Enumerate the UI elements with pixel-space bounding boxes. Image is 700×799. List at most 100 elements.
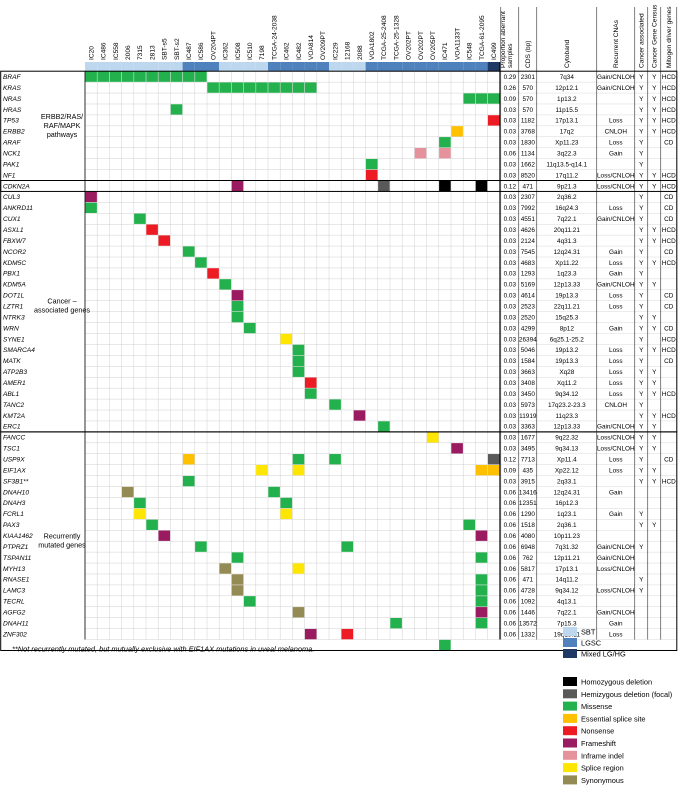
census-flag: Y bbox=[652, 380, 657, 387]
gene-name: MATK bbox=[3, 358, 21, 365]
subtype-cell bbox=[487, 62, 500, 71]
sample-label: IC20 bbox=[88, 46, 95, 60]
gene-row: PAX3 0.06 1518 2q36.1 Y Y bbox=[3, 522, 677, 531]
mutation-cell bbox=[97, 71, 110, 82]
mutation-cell bbox=[268, 82, 280, 93]
cytoband-value: 17p13.1 bbox=[555, 118, 579, 125]
gene-row: SYNE1 0.03 26394 6q25.1-25.2 Y HCD bbox=[3, 336, 677, 345]
cna-value: Loss/CNLOH bbox=[597, 446, 635, 453]
cytoband-value: 12q24.31 bbox=[553, 489, 580, 496]
mutation-cell bbox=[207, 82, 219, 93]
legend-label: Nonsense bbox=[581, 727, 614, 736]
gene-row: AGFG2 0.06 1446 7q22.1 Gain/CNLOH bbox=[2, 610, 677, 618]
legend-item: Synonymous bbox=[563, 775, 624, 785]
cancer-associated-flag: Y bbox=[639, 74, 644, 81]
cna-value: Loss bbox=[609, 347, 623, 354]
header-cytoband: Cytoband bbox=[564, 39, 571, 68]
cds-value: 3915 bbox=[521, 478, 536, 485]
census-flag: Y bbox=[652, 467, 657, 474]
cds-value: 2520 bbox=[521, 314, 536, 321]
proportion-value: 0.09 bbox=[504, 96, 517, 103]
mutation-cell bbox=[329, 399, 341, 410]
mutation-cell bbox=[134, 497, 146, 509]
header-cnas: Recurrent CNAs bbox=[613, 19, 620, 68]
cna-value: Gain/CNLOH bbox=[597, 555, 635, 562]
legend-label: Essential splice site bbox=[581, 714, 646, 723]
cancer-associated-flag: Y bbox=[639, 227, 644, 234]
group-label: ERBB2/RAS/RAF/MAPK pathways bbox=[41, 112, 83, 139]
census-flag: Y bbox=[652, 369, 657, 376]
gene-name: LZTR1 bbox=[3, 303, 23, 310]
header-cancer-associated: Cancer associated bbox=[638, 13, 645, 68]
gene-name: DOT1L bbox=[3, 293, 25, 300]
cna-value: Loss bbox=[609, 369, 623, 376]
cancer-associated-flag: Y bbox=[639, 85, 644, 92]
gene-row: FCRL1 0.06 1290 1q23.1 Gain Y bbox=[3, 511, 677, 520]
mutation-cell bbox=[231, 180, 244, 192]
gene-name: CUL3 bbox=[3, 194, 20, 201]
gene-row: TP53 0.03 1182 17p13.1 Loss Y Y HCD bbox=[3, 118, 677, 127]
mutation-cell bbox=[158, 530, 171, 541]
cna-value: Gain bbox=[609, 489, 623, 496]
mutation-cell bbox=[182, 454, 195, 465]
mutation-cell bbox=[231, 290, 244, 301]
proportion-value: 0.03 bbox=[504, 107, 517, 114]
cds-value: 3408 bbox=[521, 380, 536, 387]
cna-value: Gain bbox=[609, 325, 623, 332]
mutation-cell bbox=[121, 486, 134, 498]
sample-label: 7315 bbox=[137, 45, 144, 60]
mutation-cell bbox=[329, 454, 341, 465]
driver-flag: CD bbox=[664, 249, 674, 256]
proportion-value: 0.06 bbox=[504, 620, 517, 627]
subtype-cell bbox=[158, 62, 171, 71]
cancer-associated-flag: Y bbox=[639, 118, 644, 125]
mutation-cell bbox=[463, 93, 476, 104]
driver-flag: HCD bbox=[662, 107, 676, 114]
legend-item: Mixed LG/HG bbox=[563, 649, 626, 659]
mutation-cell bbox=[85, 202, 97, 213]
gene-name: KDM5A bbox=[3, 282, 26, 289]
proportion-value: 0.06 bbox=[504, 599, 517, 606]
mutation-cell bbox=[182, 246, 195, 257]
mutation-cell bbox=[182, 475, 195, 487]
mutation-cell bbox=[219, 563, 232, 574]
gene-name: SMARCA4 bbox=[3, 347, 35, 354]
mutation-cell bbox=[365, 158, 378, 170]
sample-label: IC558 bbox=[113, 42, 120, 60]
sample-label: 2813 bbox=[149, 45, 156, 60]
gene-row: TANC2 0.03 5973 17q23.2-23.3 CNLOH Y bbox=[3, 402, 677, 411]
legend-swatch bbox=[563, 738, 577, 748]
cds-value: 2523 bbox=[521, 303, 536, 310]
proportion-value: 0.03 bbox=[504, 227, 517, 234]
census-flag: Y bbox=[652, 183, 657, 190]
cytoband-value: 9q22.32 bbox=[555, 435, 579, 442]
group-label: Cancer – associated genes bbox=[34, 297, 90, 315]
cds-value: 6948 bbox=[521, 544, 536, 551]
proportion-value: 0.06 bbox=[504, 631, 517, 638]
cytoband-value: 12q24.31 bbox=[553, 249, 580, 256]
sample-label: OV204PT bbox=[210, 31, 217, 60]
proportion-value: 0.03 bbox=[504, 380, 517, 387]
cancer-associated-flag: Y bbox=[639, 282, 644, 289]
gene-name: TSC1 bbox=[3, 446, 20, 453]
mutation-cell bbox=[280, 508, 293, 520]
cds-value: 4551 bbox=[521, 216, 536, 223]
mutation-cell bbox=[414, 148, 427, 159]
gene-row: NRAS 0.09 570 1p13.2 Y Y HCD bbox=[3, 96, 677, 105]
subtype-cell bbox=[304, 62, 317, 71]
driver-flag: HCD bbox=[662, 260, 676, 267]
gene-row: PBX1 0.03 1293 1q23.3 Gain Y bbox=[3, 271, 677, 280]
proportion-value: 0.06 bbox=[504, 555, 517, 562]
cytoband-value: Xq28 bbox=[559, 369, 574, 376]
census-flag: Y bbox=[652, 74, 657, 81]
legend-swatch bbox=[563, 649, 577, 658]
cytoband-value: 9p21.3 bbox=[557, 183, 577, 190]
subtype-cell bbox=[97, 62, 110, 71]
cancer-associated-flag: Y bbox=[639, 249, 644, 256]
proportion-value: 0.06 bbox=[504, 533, 517, 540]
gene-row: ABL1 0.03 3450 9q34.12 Loss Y Y HCD bbox=[2, 391, 677, 400]
proportion-value: 0.29 bbox=[504, 74, 517, 81]
cds-value: 1293 bbox=[521, 271, 536, 278]
cytoband-value: 11q13.5-q14.1 bbox=[546, 161, 587, 168]
proportion-value: 0.06 bbox=[504, 489, 517, 496]
